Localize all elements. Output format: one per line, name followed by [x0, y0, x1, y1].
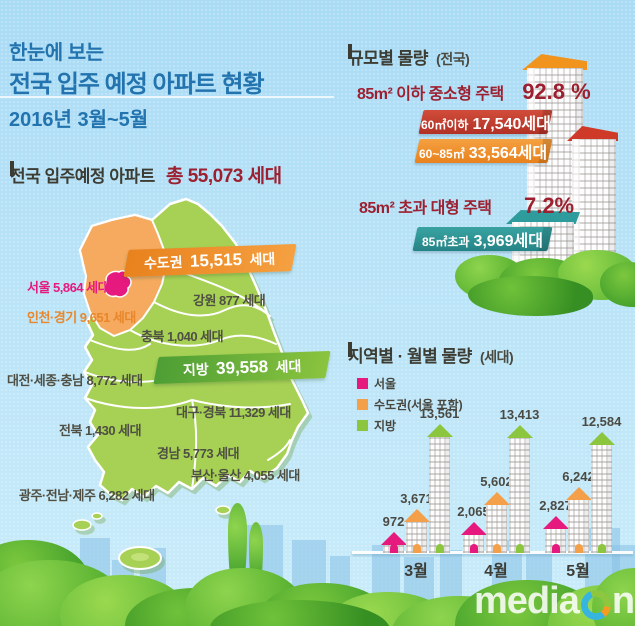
tower2-body [572, 139, 616, 266]
map-label-daejeon-sejong-chungnam: 대전·세종·충남 8,772 세대 [7, 373, 143, 388]
chart-bar-3월-수도권(서울 포함) [403, 509, 430, 553]
bar-roof-icon [403, 509, 430, 522]
bar-roof-icon [380, 532, 407, 545]
map-island-small-1 [72, 519, 92, 531]
header-tick [348, 342, 352, 357]
map-label-jeonbuk: 전북 1,430 세대 [59, 423, 142, 438]
map-label-busan-ulsan: 부산·울산 4,055 세대 [191, 468, 300, 483]
bar-body [429, 437, 450, 553]
total-header: 전국 입주예정 아파트 총 55,073 세대 [10, 161, 282, 188]
local-banner-value: 39,558 [215, 356, 269, 378]
bar-value-label: 13,413 [499, 407, 540, 422]
chart-header-sub: (세대) [480, 349, 514, 365]
ribbon-60-85-value: 33,564세대 [469, 145, 548, 162]
chart-bar-4월-지방 [506, 425, 533, 553]
map-label-gangwon: 강원 877 세대 [193, 293, 266, 308]
bar-value-label: 972 [382, 514, 405, 529]
scale-section-header: 규모별 물량 (전국) [348, 44, 470, 69]
chart-section-header: 지역별 · 월별 물량 (세대) [348, 342, 514, 367]
legend-swatch-seoul [357, 378, 368, 389]
bar-roof-icon [588, 432, 615, 445]
capital-banner-label: 수도권 [144, 253, 184, 271]
map-island-small-2 [91, 512, 103, 520]
large-home-stat: 85m² 초과 대형 주택 7.2% [359, 193, 574, 219]
ribbon-60-85-label: 60~85㎡ [419, 147, 466, 161]
header-tick [10, 161, 14, 176]
bar-value-label: 12,584 [581, 414, 622, 429]
small-home-title: 85m² 이하 중소형 주택 [357, 86, 504, 103]
large-home-title: 85m² 초과 대형 주택 [359, 200, 492, 217]
chart-bar-5월-서울 [542, 516, 569, 553]
bar-body [509, 438, 530, 553]
chart-header-label: 지역별 · 월별 물량 [348, 347, 472, 366]
bar-value-label: 2,065 [457, 504, 490, 519]
media-on-watermark: media n [474, 580, 635, 623]
map-label-incheon-gyeonggi: 인천·경기 9,651 세대 [27, 310, 136, 325]
legend-item-capital: 수도권(서울 포함) [357, 396, 463, 413]
ribbon-over-85-value: 3,969세대 [473, 233, 543, 250]
watermark-text-n: n [611, 580, 635, 622]
header-tick [348, 44, 352, 59]
ribbon-under-60: 60㎡이하 17,540세대 [418, 110, 553, 134]
page-title-line1: 한눈에 보는 [9, 42, 104, 64]
local-banner-label: 지방 [182, 360, 209, 378]
map-jeju-inner [131, 553, 149, 561]
tower3-roof [506, 210, 580, 224]
bar-value-label: 3,671 [400, 491, 433, 506]
map-label-gwangju-jeonnam-jeju: 광주·전남·제주 6,282 세대 [19, 488, 155, 503]
map-island-small-3 [215, 505, 231, 515]
scale-header-label: 규모별 물량 [348, 49, 428, 68]
watermark-text-media: media [474, 580, 580, 622]
watermark-o-icon [580, 589, 611, 620]
bar-roof-icon [483, 492, 510, 505]
ribbon-under-60-label: 60㎡이하 [420, 118, 469, 132]
legend-item-local: 지방 [357, 417, 463, 434]
capital-banner-suffix: 세대 [249, 250, 276, 268]
scale-header-sub: (전국) [436, 51, 470, 67]
bar-roof-icon [565, 487, 592, 500]
small-home-percent: 92.8 % [522, 79, 591, 104]
bar-body [545, 529, 566, 553]
map-label-chungbuk: 충북 1,040 세대 [141, 329, 224, 344]
bar-body [406, 522, 427, 553]
bar-value-label: 6,242 [562, 469, 595, 484]
local-banner-suffix: 세대 [275, 357, 302, 375]
title-underline [0, 96, 334, 98]
legend-swatch-local [357, 420, 368, 431]
ribbon-under-60-value: 17,540세대 [472, 116, 551, 133]
capital-banner-value: 15,515 [190, 249, 243, 271]
ribbon-over-85: 85㎡초과 3,969세대 [412, 227, 553, 251]
large-home-percent: 7.2% [523, 193, 575, 218]
chart-bar-3월-지방 [426, 424, 453, 553]
page-title-period: 2016년 3월~5월 [9, 109, 149, 131]
legend-item-seoul: 서울 [357, 375, 463, 392]
map-label-gyeongnam: 경남 5,773 세대 [157, 446, 240, 461]
total-value: 총 55,073 세대 [165, 166, 282, 187]
bar-roof-icon [542, 516, 569, 529]
total-header-label: 전국 입주예정 아파트 [10, 167, 155, 186]
map-label-seoul: 서울 5,864 세대 [27, 280, 110, 295]
chart-bar-4월-서울 [460, 522, 487, 553]
bar-value-label: 2,827 [539, 498, 572, 513]
bar-roof-icon [506, 425, 533, 438]
page-title-line2: 전국 입주 예정 아파트 현황 [9, 71, 265, 98]
bar-roof-icon [460, 522, 487, 535]
ribbon-60-85: 60~85㎡ 33,564세대 [414, 139, 553, 163]
ribbon-over-85-label: 85㎡초과 [422, 235, 470, 249]
legend-swatch-capital [357, 399, 368, 410]
bar-value-label: 5,602 [480, 474, 513, 489]
map-seoul-region [103, 270, 132, 298]
chart-baseline [352, 551, 633, 554]
small-home-stat: 85m² 이하 중소형 주택 92.8 % [357, 79, 591, 105]
map-label-daegu-gyeongbuk: 대구·경북 11,329 세대 [176, 405, 291, 420]
chart-legend: 서울 수도권(서울 포함) 지방 [357, 375, 463, 438]
